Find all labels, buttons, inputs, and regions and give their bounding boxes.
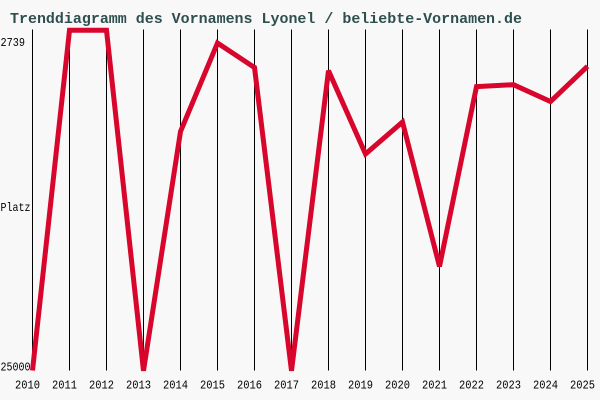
svg-text:2019: 2019 [348,379,373,393]
svg-text:2023: 2023 [496,379,521,393]
svg-text:2012: 2012 [89,379,114,393]
svg-text:2011: 2011 [52,379,77,393]
svg-text:2020: 2020 [385,379,410,393]
svg-text:2017: 2017 [274,379,299,393]
svg-text:2739: 2739 [1,36,26,50]
svg-text:2016: 2016 [237,379,262,393]
svg-text:Platz: Platz [1,201,31,215]
svg-text:2015: 2015 [200,379,225,393]
svg-text:Trenddiagramm des Vornamens Ly: Trenddiagramm des Vornamens Lyonel / bel… [10,11,522,28]
svg-text:2013: 2013 [126,379,151,393]
svg-text:2021: 2021 [422,379,447,393]
svg-text:2025: 2025 [570,379,595,393]
svg-text:2024: 2024 [533,379,558,393]
svg-text:25000: 25000 [1,361,31,375]
svg-text:2018: 2018 [311,379,336,393]
svg-text:2014: 2014 [163,379,188,393]
svg-text:2010: 2010 [15,379,40,393]
svg-text:2022: 2022 [459,379,484,393]
